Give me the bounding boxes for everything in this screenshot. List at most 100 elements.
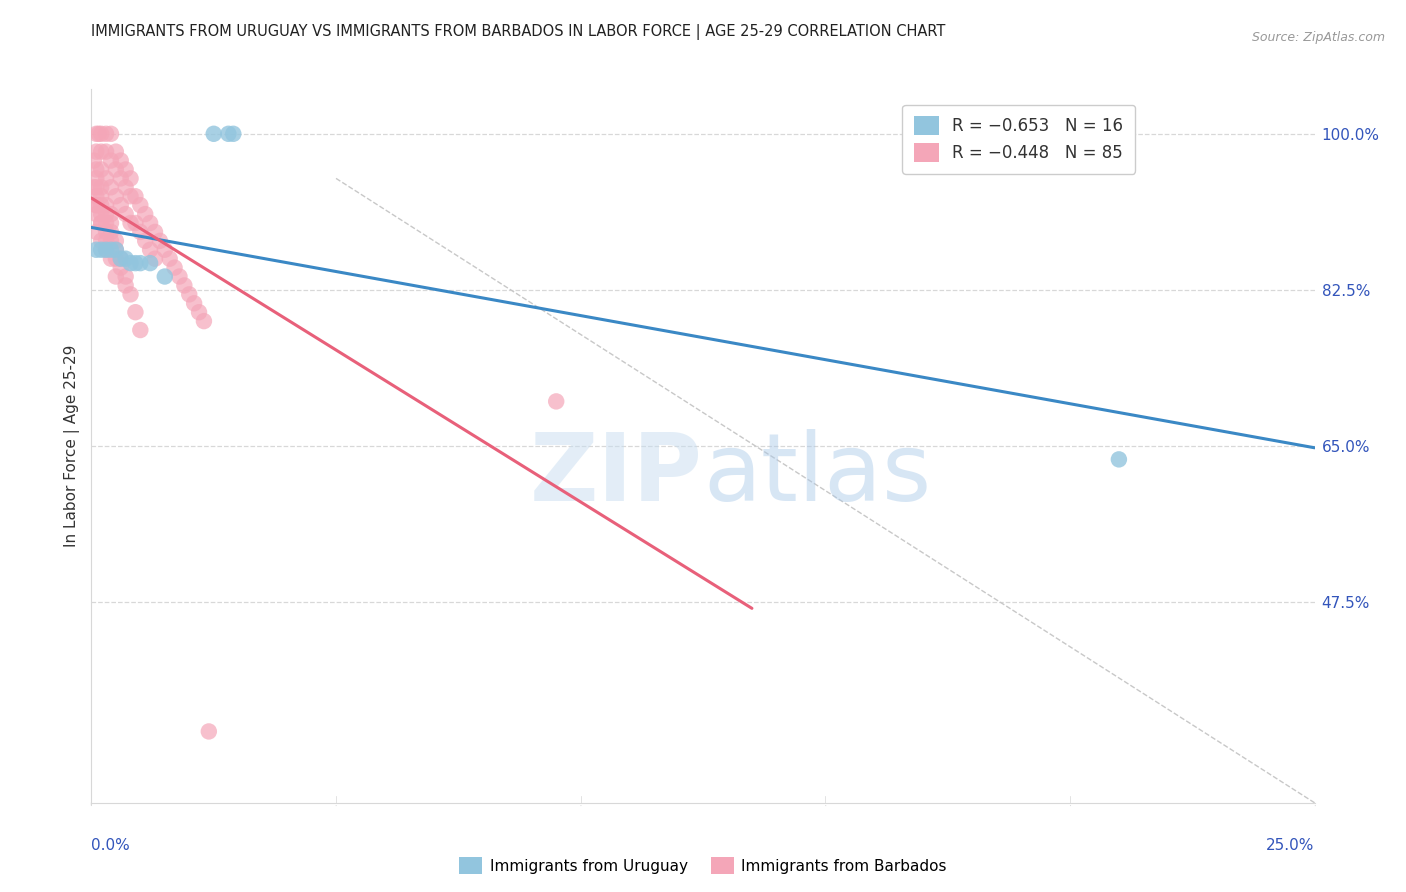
Point: [173, 278, 195, 293]
Y-axis label: In Labor Force | Age 25-29: In Labor Force | Age 25-29: [65, 345, 80, 547]
Point: [139, 216, 162, 230]
Point: [84, 243, 107, 257]
Point: [94, 234, 117, 248]
Point: [124, 305, 146, 319]
Point: [100, 207, 122, 221]
Point: [90, 180, 112, 194]
Point: [90, 145, 112, 159]
Point: [134, 234, 156, 248]
Point: [114, 278, 136, 293]
Point: [183, 296, 205, 310]
Point: [217, 127, 239, 141]
Point: [90, 198, 112, 212]
Point: [84, 198, 107, 212]
Point: [139, 243, 162, 257]
Text: atlas: atlas: [703, 428, 931, 521]
Point: [87, 127, 110, 141]
Point: [84, 180, 107, 194]
Point: [159, 252, 181, 266]
Point: [198, 724, 221, 739]
Point: [100, 225, 122, 239]
Point: [94, 207, 117, 221]
Point: [90, 127, 112, 141]
Text: 0.0%: 0.0%: [91, 838, 131, 853]
Legend: R = −0.653   N = 16, R = −0.448   N = 85: R = −0.653 N = 16, R = −0.448 N = 85: [903, 104, 1135, 174]
Point: [100, 127, 122, 141]
Point: [129, 198, 152, 212]
Point: [124, 256, 146, 270]
Point: [222, 127, 245, 141]
Point: [139, 256, 162, 270]
Point: [153, 269, 176, 284]
Point: [94, 171, 117, 186]
Point: [110, 252, 132, 266]
Text: Source: ZipAtlas.com: Source: ZipAtlas.com: [1251, 31, 1385, 45]
Point: [94, 243, 117, 257]
Point: [129, 256, 152, 270]
Point: [90, 207, 112, 221]
Point: [1108, 452, 1130, 467]
Point: [120, 216, 142, 230]
Text: 25.0%: 25.0%: [1267, 838, 1315, 853]
Point: [100, 243, 122, 257]
Point: [149, 234, 172, 248]
Point: [94, 198, 117, 212]
Point: [94, 145, 117, 159]
Point: [129, 323, 152, 337]
Point: [104, 243, 127, 257]
Point: [104, 162, 127, 177]
Point: [129, 225, 152, 239]
Point: [84, 189, 107, 203]
Point: [120, 256, 142, 270]
Point: [83, 180, 105, 194]
Point: [110, 171, 132, 186]
Point: [90, 216, 112, 230]
Point: [94, 216, 117, 230]
Point: [90, 162, 112, 177]
Point: [104, 145, 127, 159]
Point: [100, 153, 122, 168]
Point: [179, 287, 201, 301]
Point: [84, 198, 107, 212]
Point: [120, 171, 142, 186]
Point: [202, 127, 225, 141]
Text: IMMIGRANTS FROM URUGUAY VS IMMIGRANTS FROM BARBADOS IN LABOR FORCE | AGE 25-29 C: IMMIGRANTS FROM URUGUAY VS IMMIGRANTS FR…: [91, 24, 946, 40]
Point: [90, 243, 112, 257]
Point: [90, 216, 112, 230]
Point: [110, 198, 132, 212]
Point: [84, 225, 107, 239]
Point: [143, 225, 166, 239]
Point: [104, 269, 127, 284]
Point: [90, 234, 112, 248]
Point: [84, 127, 107, 141]
Point: [193, 314, 215, 328]
Point: [100, 180, 122, 194]
Point: [153, 243, 176, 257]
Point: [94, 243, 117, 257]
Point: [90, 189, 112, 203]
Point: [104, 243, 127, 257]
Point: [104, 234, 127, 248]
Point: [114, 180, 136, 194]
Point: [110, 252, 132, 266]
Point: [110, 153, 132, 168]
Point: [94, 225, 117, 239]
Point: [114, 252, 136, 266]
Point: [110, 260, 132, 275]
Point: [134, 207, 156, 221]
Point: [120, 287, 142, 301]
Point: [100, 234, 122, 248]
Point: [84, 145, 107, 159]
Point: [169, 269, 191, 284]
Point: [114, 207, 136, 221]
Point: [188, 305, 211, 319]
Legend: Immigrants from Uruguay, Immigrants from Barbados: Immigrants from Uruguay, Immigrants from…: [453, 851, 953, 880]
Point: [124, 216, 146, 230]
Point: [120, 189, 142, 203]
Point: [100, 216, 122, 230]
Point: [143, 252, 166, 266]
Text: ZIP: ZIP: [530, 428, 703, 521]
Point: [84, 162, 107, 177]
Point: [163, 260, 186, 275]
Point: [84, 207, 107, 221]
